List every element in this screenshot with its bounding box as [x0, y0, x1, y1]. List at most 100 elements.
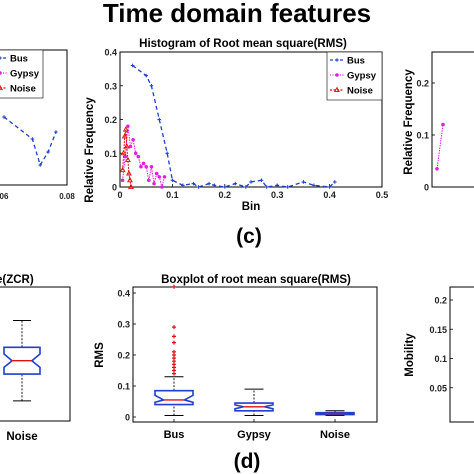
bus-series-line: [3, 116, 57, 167]
noise-point-marker: [0, 84, 3, 91]
boxplot-y-label: RMS: [94, 342, 106, 368]
x-tick-label: 0.4: [323, 190, 336, 200]
noise-point-marker: [123, 143, 130, 149]
gypsy-point-marker: [152, 181, 156, 186]
left-legend-box: [0, 49, 44, 99]
legend-label: Gypsy: [10, 69, 40, 80]
y-tick-label: 0: [125, 413, 130, 423]
bus-point-marker: [46, 150, 50, 154]
box-outlier-point: [172, 325, 176, 330]
bus-point-marker: [38, 163, 43, 167]
y-tick-label: 0.3: [104, 81, 117, 91]
box-body: [315, 411, 355, 416]
bus-point-marker: [243, 185, 248, 189]
y-tick-label: 0.4: [117, 289, 130, 299]
gypsy-point-marker: [141, 161, 146, 166]
bus-point-marker: [165, 151, 169, 156]
histogram-rms-panel: Histogram of Root mean square(RMS) Relat…: [84, 38, 388, 213]
bus-point-marker: [312, 183, 316, 188]
gypsy-point-marker: [123, 154, 128, 159]
x-tick-label: 0.08: [59, 192, 75, 201]
gypsy-point-marker: [139, 164, 143, 169]
right-histogram-panel: Relative Frequency 0 0.1 0.2: [403, 51, 474, 193]
gypsy-point-marker: [335, 73, 339, 77]
bus-point-marker: [196, 185, 201, 189]
box-body: [3, 346, 41, 375]
category-label: Noise: [6, 431, 37, 443]
bus-series-line: [132, 64, 336, 188]
left-boxplot-axes: [0, 286, 71, 422]
gypsy-point-marker: [157, 175, 162, 179]
y-tick-label: 0.1: [117, 382, 130, 392]
noise-point-marker: [121, 133, 128, 139]
y-tick-label: 0.4: [104, 48, 117, 58]
gypsy-point-marker: [136, 154, 141, 159]
noise-point-marker: [126, 176, 133, 183]
gypsy-point-marker: [154, 171, 159, 176]
right-boxplot-axes: [449, 286, 474, 423]
noise-point-marker: [125, 170, 132, 176]
bus-point-marker: [327, 185, 332, 189]
boxplot-axes: [132, 286, 378, 423]
y-tick-label: 0.2: [416, 79, 429, 89]
bus-point-marker: [170, 178, 175, 183]
gypsy-point-marker: [160, 185, 164, 189]
bus-point-marker: [130, 63, 135, 68]
bus-point-marker: [144, 73, 148, 78]
boxplot-title: Boxplot of root mean square(RMS): [161, 274, 351, 286]
y-tick-label: 0: [112, 183, 117, 193]
bus-point-marker: [259, 178, 264, 183]
x-tick-label: 0.5: [376, 190, 389, 200]
y-tick-label: 0.1: [416, 131, 429, 141]
noise-point-marker: [122, 126, 129, 132]
gypsy-series-line: [436, 124, 444, 169]
y-tick-label: 0.3: [117, 320, 130, 330]
bus-point-marker: [0, 56, 2, 60]
bus-point-marker: [223, 185, 227, 189]
box-outlier-point: [172, 340, 176, 345]
box-outlier-point: [172, 349, 176, 354]
bus-point-marker: [275, 183, 279, 188]
gypsy-point-marker: [149, 164, 154, 169]
panel-label-d: (d): [234, 450, 261, 473]
noise-point-marker: [119, 166, 126, 173]
right-boxplot-panel: Mobility 0.05 0.1 0.15 0.2: [404, 286, 474, 423]
bus-point-marker: [301, 180, 306, 184]
gypsy-point-marker: [162, 175, 167, 179]
noise-point-marker: [334, 86, 340, 93]
histogram-title: Histogram of Root mean square(RMS): [139, 38, 347, 50]
box-outlier-point: [172, 334, 176, 339]
bus-point-marker: [2, 115, 6, 119]
histogram-y-label: Relative Frequency: [84, 97, 96, 203]
legend-label: Bus: [10, 54, 28, 65]
legend-label: Bus: [347, 56, 365, 67]
boxplot-rms-panel: Boxplot of root mean square(RMS) RMS 0 0.…: [94, 274, 378, 441]
legend-label: Noise: [10, 84, 36, 95]
gypsy-point-marker: [147, 178, 151, 183]
histogram-x-label: Bin: [242, 201, 261, 213]
bus-point-marker: [333, 180, 337, 184]
y-tick-label: 0.05: [429, 383, 447, 393]
bus-point-marker: [30, 137, 35, 141]
box-outlier-point: [172, 284, 176, 289]
y-tick-label: 0.2: [434, 296, 447, 306]
y-tick-label: 0.15: [429, 325, 447, 335]
legend-label: Gypsy: [347, 71, 377, 82]
y-tick-label: 0.2: [104, 115, 117, 125]
gypsy-point-marker: [120, 178, 125, 183]
x-tick-label: 0.3: [271, 190, 284, 200]
category-label: Bus: [164, 429, 185, 441]
gypsy-point-marker: [133, 151, 138, 156]
bus-point-marker: [249, 180, 253, 184]
bus-point-marker: [54, 130, 58, 134]
y-tick-label: 0.1: [434, 354, 447, 364]
bus-point-marker: [149, 83, 154, 88]
bus-point-marker: [335, 58, 339, 62]
y-tick-label: 0: [424, 183, 429, 193]
category-label: Gypsy: [237, 429, 272, 441]
category-label: Noise: [320, 429, 350, 441]
box-body: [234, 402, 274, 412]
box-body: [154, 389, 194, 406]
left-boxplot-title: e(ZCR): [0, 274, 34, 286]
right-boxplot-y-label: Mobility: [404, 333, 416, 377]
